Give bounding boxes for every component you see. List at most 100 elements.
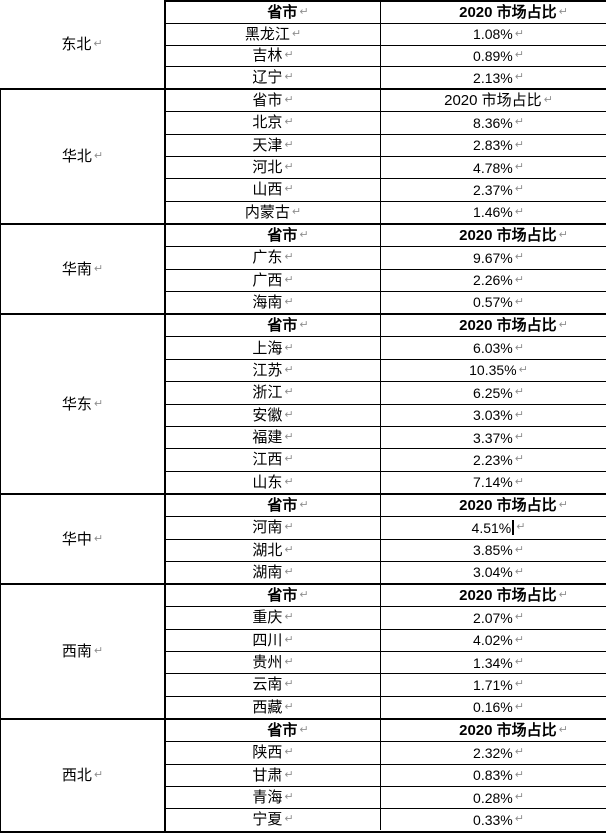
paragraph-mark-icon: ↵ <box>514 294 524 308</box>
region-cell[interactable]: 西南 ↵ <box>1 585 166 718</box>
province-cell[interactable]: 河南 ↵ <box>166 517 381 539</box>
province-cell[interactable]: 青海 ↵ <box>166 786 381 809</box>
province-header-cell[interactable]: 省市 ↵ <box>166 720 381 742</box>
province-cell[interactable]: 黑龙江 ↵ <box>166 23 381 45</box>
share-value: 2.37% <box>473 181 513 198</box>
province-header-cell[interactable]: 省市 ↵ <box>166 315 381 337</box>
share-cell[interactable]: 4.78% ↵ <box>381 157 606 178</box>
province-cell[interactable]: 广东 ↵ <box>166 247 381 269</box>
share-cell[interactable]: 3.37% ↵ <box>381 427 606 448</box>
share-cell[interactable]: 0.57% ↵ <box>381 292 606 313</box>
region-label: 西北 <box>61 766 92 784</box>
share-cell[interactable]: 8.36% ↵ <box>381 112 606 133</box>
share-header-cell[interactable]: 2020 市场占比 ↵ <box>381 495 606 516</box>
province-header-cell[interactable]: 省市 ↵ <box>166 225 381 247</box>
region-cell[interactable]: 西北 ↵ <box>1 720 166 831</box>
share-cell[interactable]: 6.25% ↵ <box>381 382 606 403</box>
region-cell[interactable]: 华中 ↵ <box>1 495 166 583</box>
paragraph-mark-icon: ↵ <box>291 26 302 40</box>
share-cell[interactable]: 1.34% ↵ <box>381 652 606 673</box>
region-section: 华北 ↵ 省市 ↵ 2020 市场占比 ↵ 北京 ↵ 8.36% ↵ 天津 ↵ 2.83% ↵ 河北 ↵ 4.7… <box>0 90 606 225</box>
province-cell[interactable]: 内蒙古 ↵ <box>166 201 381 223</box>
share-header-cell[interactable]: 2020 市场占比 ↵ <box>381 720 606 741</box>
paragraph-mark-icon: ↵ <box>284 677 294 691</box>
province-cell[interactable]: 海南 ↵ <box>166 291 381 313</box>
region-cell[interactable]: 华北 ↵ <box>1 90 166 223</box>
province-cell[interactable]: 西藏 ↵ <box>166 696 381 718</box>
share-cell[interactable]: 3.03% ↵ <box>381 405 606 426</box>
share-cell[interactable]: 2.37% ↵ <box>381 179 606 200</box>
share-header-cell[interactable]: 2020 市场占比 ↵ <box>381 585 606 606</box>
share-cell[interactable]: 2.26% ↵ <box>381 270 606 291</box>
province-cell[interactable]: 上海 ↵ <box>166 337 381 359</box>
province-cell[interactable]: 云南 ↵ <box>166 674 381 696</box>
share-cell[interactable]: 4.51% ↵ <box>381 517 606 538</box>
share-header-cell[interactable]: 2020 市场占比 ↵ <box>381 2 606 23</box>
share-cell[interactable]: 4.02% ↵ <box>381 630 606 651</box>
province-cell[interactable]: 江西 ↵ <box>166 449 381 471</box>
province-cell[interactable]: 天津 ↵ <box>166 134 381 156</box>
share-cell[interactable]: 7.14% ↵ <box>381 472 606 493</box>
province-cell[interactable]: 浙江 ↵ <box>166 382 381 404</box>
paragraph-mark-icon: ↵ <box>93 261 104 275</box>
region-cell[interactable]: 华南 ↵ <box>1 225 166 313</box>
section-rows: 省市 ↵ 2020 市场占比 ↵ 黑龙江 ↵ 1.08% ↵ 吉林 ↵ 0.89% ↵ 辽宁 ↵ 2.13%… <box>166 0 606 88</box>
share-cell[interactable]: 0.33% ↵ <box>381 809 606 830</box>
province-cell[interactable]: 山西 ↵ <box>166 179 381 201</box>
paragraph-mark-icon: ↵ <box>93 644 104 657</box>
province-cell[interactable]: 吉林 ↵ <box>166 45 381 67</box>
paragraph-mark-icon: ↵ <box>514 790 524 804</box>
province-cell[interactable]: 安徽 ↵ <box>166 404 381 426</box>
share-cell[interactable]: 1.08% ↵ <box>381 24 606 45</box>
share-cell[interactable]: 1.46% ↵ <box>381 202 606 223</box>
share-header-cell[interactable]: 2020 市场占比 ↵ <box>381 90 606 111</box>
share-cell[interactable]: 2.13% ↵ <box>381 67 606 88</box>
province-cell[interactable]: 重庆 ↵ <box>166 607 381 629</box>
province-cell[interactable]: 广西 ↵ <box>166 269 381 291</box>
share-cell[interactable]: 2.07% ↵ <box>381 607 606 628</box>
province-cell[interactable]: 湖北 ↵ <box>166 539 381 561</box>
share-cell[interactable]: 6.03% ↵ <box>381 337 606 358</box>
share-header-cell[interactable]: 2020 市场占比 ↵ <box>381 315 606 336</box>
paragraph-mark-icon: ↵ <box>299 588 309 602</box>
province-cell[interactable]: 宁夏 ↵ <box>166 809 381 831</box>
share-cell[interactable]: 1.71% ↵ <box>381 674 606 695</box>
province-cell[interactable]: 山东 ↵ <box>166 471 381 493</box>
share-cell[interactable]: 3.85% ↵ <box>381 540 606 561</box>
share-cell[interactable]: 3.04% ↵ <box>381 562 606 583</box>
share-value: 4.02% <box>473 632 513 649</box>
province-header-cell[interactable]: 省市 ↵ <box>166 90 381 112</box>
share-cell[interactable]: 9.67% ↵ <box>381 247 606 268</box>
region-cell[interactable]: 东北 ↵ <box>0 0 166 88</box>
province-header-cell[interactable]: 省市 ↵ <box>166 495 381 517</box>
province-cell[interactable]: 四川 ↵ <box>166 629 381 651</box>
province-header-cell[interactable]: 省市 ↵ <box>166 2 381 23</box>
province-cell[interactable]: 贵州 ↵ <box>166 651 381 674</box>
share-cell[interactable]: 0.28% ↵ <box>381 787 606 808</box>
table-row: 黑龙江 ↵ 1.08% ↵ <box>166 23 606 46</box>
region-section: 华东 ↵ 省市 ↵ 2020 市场占比 ↵ 上海 ↵ 6.03% ↵ 江苏 ↵ 10.35% ↵ 浙江 ↵ 6.… <box>0 315 606 495</box>
province-cell[interactable]: 北京 ↵ <box>166 112 381 134</box>
share-cell[interactable]: 2.32% ↵ <box>381 742 606 763</box>
share-cell[interactable]: 2.83% ↵ <box>381 135 606 156</box>
region-cell[interactable]: 华东 ↵ <box>1 315 166 493</box>
province-cell[interactable]: 辽宁 ↵ <box>166 67 381 88</box>
paragraph-mark-icon: ↵ <box>284 767 294 781</box>
province-cell[interactable]: 陕西 ↵ <box>166 742 381 764</box>
share-cell[interactable]: 10.35% ↵ <box>381 360 606 381</box>
province-cell[interactable]: 河北 ↵ <box>166 156 381 179</box>
share-cell[interactable]: 2.23% ↵ <box>381 449 606 470</box>
share-cell[interactable]: 0.16% ↵ <box>381 697 606 718</box>
province-cell[interactable]: 福建 ↵ <box>166 426 381 449</box>
province-header-cell[interactable]: 省市 ↵ <box>166 585 381 607</box>
province-label: 天津 <box>252 136 283 154</box>
province-cell[interactable]: 湖南 ↵ <box>166 561 381 583</box>
share-header-cell[interactable]: 2020 市场占比 ↵ <box>381 225 606 246</box>
province-cell[interactable]: 江苏 ↵ <box>166 359 381 382</box>
table-row: 北京 ↵ 8.36% ↵ <box>166 112 606 135</box>
province-header-label: 省市 <box>267 317 298 335</box>
table-row: 西藏 ↵ 0.16% ↵ <box>166 696 606 718</box>
province-cell[interactable]: 甘肃 ↵ <box>166 764 381 786</box>
share-cell[interactable]: 0.89% ↵ <box>381 46 606 67</box>
share-cell[interactable]: 0.83% ↵ <box>381 765 606 786</box>
